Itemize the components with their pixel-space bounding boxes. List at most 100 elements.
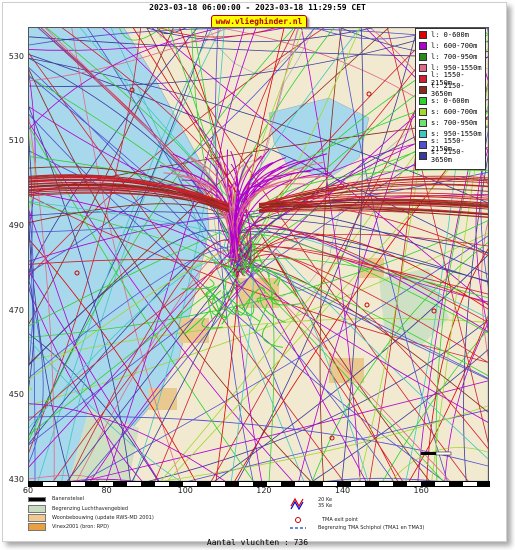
legend-airport-boundary: Begrenzing Luchthavengebied xyxy=(28,505,128,513)
approach-track xyxy=(102,28,252,267)
flight-track xyxy=(301,28,361,481)
legend-label: l: 950-1550m xyxy=(431,63,482,72)
y-tick-label: 430 xyxy=(8,475,24,484)
legend-vinex-label: Vinex2001 (bron: RPD) xyxy=(52,524,109,530)
forest-area xyxy=(379,268,449,348)
x-tick-label: 80 xyxy=(101,486,112,495)
legend-housing: Woonbebouwing (update RWS-MD 2001) xyxy=(28,514,154,522)
legend-label: s: 1550-2150m xyxy=(430,136,465,153)
departure-track xyxy=(268,270,299,299)
approach-track xyxy=(229,159,305,262)
flight-track xyxy=(258,192,488,205)
departure-track xyxy=(220,282,236,298)
tma-exit-icon xyxy=(295,517,301,523)
legend-item: s: 950-1550m xyxy=(416,128,485,139)
tma-exit-point xyxy=(129,87,135,93)
tma-exit-point xyxy=(364,302,370,308)
approach-track xyxy=(246,224,488,323)
approach-track xyxy=(242,254,488,450)
approach-track xyxy=(226,149,232,247)
scale-bar xyxy=(421,451,452,456)
flight-track xyxy=(258,195,488,212)
x-tick-label: 140 xyxy=(334,486,351,495)
approach-track xyxy=(240,260,367,481)
flight-track xyxy=(29,28,229,82)
flight-track xyxy=(29,28,209,436)
approach-track xyxy=(245,233,488,310)
flight-track xyxy=(70,478,137,481)
legend-item: s: 2150-3650m xyxy=(416,148,485,164)
flight-track xyxy=(29,270,160,481)
contour-35-label: 35 Ke xyxy=(318,503,333,509)
approach-track xyxy=(227,228,488,283)
departure-track xyxy=(241,287,266,310)
legend-label: l: 700-950m xyxy=(431,52,478,61)
flight-track xyxy=(29,28,223,130)
approach-track xyxy=(29,202,236,278)
flight-track xyxy=(61,28,222,481)
flight-track xyxy=(29,28,316,273)
contour-labels: 20 Ke 35 Ke xyxy=(318,497,332,509)
tma-exit-point xyxy=(329,435,335,441)
legend-label: l: 2150-3650m xyxy=(430,81,465,98)
tma-boundary-icon xyxy=(290,527,306,529)
flight-track xyxy=(145,28,374,43)
legend-tma-exit-label: TMA exit point xyxy=(322,517,359,523)
flight-track xyxy=(258,204,488,212)
approach-track xyxy=(29,200,250,250)
flight-track xyxy=(258,175,488,206)
approach-track xyxy=(215,268,239,481)
legend-label: s: 600-700m xyxy=(431,107,478,116)
legend-label: s: 950-1550m xyxy=(431,129,482,138)
legend-runway: Banenstelsel xyxy=(28,496,84,502)
flight-track xyxy=(29,179,230,206)
legend-swatch xyxy=(419,85,427,94)
flight-track xyxy=(29,226,71,481)
departure-track xyxy=(236,289,254,316)
flight-track xyxy=(29,184,230,209)
departure-track xyxy=(212,290,227,318)
flight-track xyxy=(147,319,488,481)
flight-track xyxy=(258,178,488,207)
runway-swatch xyxy=(28,496,46,502)
legend-label: s: 700-950m xyxy=(431,118,478,127)
flight-track xyxy=(29,28,287,51)
legend-swatch xyxy=(419,96,427,105)
airport-boundary-swatch xyxy=(28,505,46,513)
flight-track xyxy=(258,206,488,215)
track-map[interactable] xyxy=(28,27,489,482)
flight-track xyxy=(481,220,488,360)
flight-track xyxy=(158,28,166,38)
approach-track xyxy=(233,207,488,256)
legend-item: l: 600-700m xyxy=(416,40,485,51)
departure-track xyxy=(201,318,223,329)
flight-track xyxy=(119,28,162,41)
x-tick-label: 60 xyxy=(22,486,34,495)
urban-area xyxy=(179,318,209,343)
legend-housing-label: Woonbebouwing (update RWS-MD 2001) xyxy=(52,515,154,521)
departure-track xyxy=(222,277,227,294)
approach-track xyxy=(235,157,287,251)
legend-swatch xyxy=(419,129,427,138)
departure-track xyxy=(273,276,281,286)
flight-track xyxy=(29,189,230,210)
x-axis-scale xyxy=(28,481,490,487)
departure-track xyxy=(215,293,224,317)
approach-track xyxy=(61,28,251,260)
flight-track xyxy=(312,242,488,481)
departure-track xyxy=(213,261,236,269)
flight-count: Aantal vluchten : 736 xyxy=(206,538,309,547)
departure-track xyxy=(250,238,264,273)
legend-swatch xyxy=(419,151,427,160)
flight-track xyxy=(29,208,34,368)
departure-track xyxy=(262,323,283,348)
flight-track xyxy=(463,153,488,481)
flight-track xyxy=(29,195,488,363)
flight-track xyxy=(29,182,230,209)
flight-track xyxy=(29,339,181,481)
legend-item: s: 0-600m xyxy=(416,95,485,106)
legend-label: l: 600-700m xyxy=(431,41,478,50)
legend-item: l: 0-600m xyxy=(416,29,485,40)
departure-track xyxy=(205,286,217,297)
legend-swatch xyxy=(419,52,427,61)
